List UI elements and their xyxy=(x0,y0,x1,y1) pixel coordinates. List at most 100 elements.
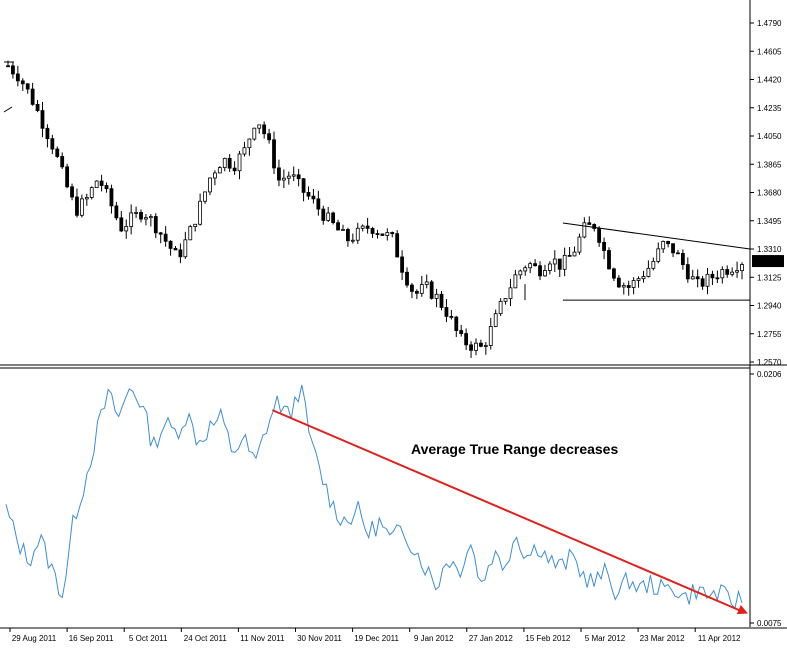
candle-body xyxy=(419,284,424,294)
candle-body xyxy=(469,344,473,351)
candle-body xyxy=(15,73,20,82)
candle-body xyxy=(193,223,198,228)
candle-body xyxy=(341,229,345,231)
candle-body xyxy=(25,83,30,90)
candle-body xyxy=(237,153,242,172)
trendline xyxy=(562,222,751,250)
candle-body xyxy=(217,167,222,174)
time-tick-label: 29 Aug 2011 xyxy=(12,634,57,643)
candle-body xyxy=(715,277,720,280)
candle-body xyxy=(139,212,143,220)
candle-body xyxy=(508,287,513,299)
candle-body xyxy=(631,280,636,288)
time-tick-label: 11 Nov 2011 xyxy=(240,634,285,643)
price-tick-label: 1.4420 xyxy=(757,76,782,85)
candle-body xyxy=(567,254,572,257)
candle-body xyxy=(720,269,725,279)
candle-body xyxy=(144,217,148,220)
candle-body xyxy=(740,264,744,272)
candle-body xyxy=(424,281,429,285)
candle-body xyxy=(725,269,730,275)
candle-body xyxy=(188,226,193,241)
price-tick-label: 1.4235 xyxy=(757,104,782,113)
candle-body xyxy=(661,241,666,250)
price-tick-label: 1.4605 xyxy=(757,47,782,56)
price-tick-label: 1.2570 xyxy=(757,358,782,367)
candle-body xyxy=(148,216,153,219)
time-tick-label: 27 Jan 2012 xyxy=(469,634,514,643)
candle-body xyxy=(89,187,94,198)
candle-body xyxy=(400,256,404,273)
candle-body xyxy=(528,263,533,269)
candle-body xyxy=(40,110,45,129)
candle-body xyxy=(6,65,10,68)
candle-body xyxy=(685,264,690,280)
candle-body xyxy=(247,138,252,149)
candle-body xyxy=(518,270,523,276)
candle-body xyxy=(277,167,281,181)
candle-body xyxy=(183,239,188,258)
candle-body xyxy=(222,157,227,168)
candle-body xyxy=(636,278,641,281)
candle-body xyxy=(602,241,606,251)
price-panel: 1.4790 1.4605 1.4420 1.4235 1.4050 1.3865 1.36… xyxy=(0,0,787,627)
candle-body xyxy=(316,198,321,210)
candle-body xyxy=(70,186,74,198)
candle-body xyxy=(291,174,296,177)
candle-body xyxy=(498,300,503,315)
time-tick-label: 30 Nov 2011 xyxy=(297,634,342,643)
candle-body xyxy=(557,258,562,270)
time-tick-label: 9 Jan 2012 xyxy=(414,634,454,643)
candle-body xyxy=(375,233,380,235)
price-tick-label: 1.3680 xyxy=(757,189,782,198)
atr-trend-arrow xyxy=(272,409,741,612)
candle-body xyxy=(730,271,735,275)
candle-body xyxy=(700,278,705,287)
candle-body xyxy=(326,212,331,221)
candle-body xyxy=(158,232,163,235)
price-tick-label: 1.4050 xyxy=(757,132,782,141)
candle-body xyxy=(587,222,592,225)
candle-body xyxy=(439,293,444,308)
candle-body xyxy=(597,228,602,243)
candle-body xyxy=(395,233,400,258)
candle-body xyxy=(523,267,528,272)
time-tick-label: 23 Mar 2012 xyxy=(640,634,685,643)
candle-body xyxy=(65,166,70,188)
candle-body xyxy=(543,270,547,277)
candle-body xyxy=(434,293,439,299)
candle-body xyxy=(360,225,365,229)
candle-body xyxy=(552,258,557,265)
candle-body xyxy=(582,222,587,238)
price-tick-label: 1.3125 xyxy=(757,273,782,282)
candle-body xyxy=(572,251,577,257)
candle-body xyxy=(503,298,508,302)
candle-body xyxy=(20,80,25,85)
candle-body xyxy=(232,167,237,172)
candle-body xyxy=(336,222,340,231)
time-tick-label: 19 Dec 2011 xyxy=(354,634,399,643)
candle-body xyxy=(55,148,60,157)
candle-body xyxy=(680,253,685,265)
candle-body xyxy=(479,342,483,347)
candle-body xyxy=(104,185,109,190)
candle-body xyxy=(178,249,183,258)
atr-panel: 0.0206 0.0075 xyxy=(5,370,782,628)
time-tick-label: 24 Oct 2011 xyxy=(184,634,228,643)
candle-body xyxy=(592,224,597,229)
price-tick-label: 1.3495 xyxy=(757,217,782,226)
candle-body xyxy=(75,196,79,216)
candle-body xyxy=(444,307,449,317)
candle-body xyxy=(350,239,355,242)
time-tick-label: 11 Apr 2012 xyxy=(698,634,741,643)
candle-body xyxy=(562,254,567,270)
current-price-label: 1.3231 xyxy=(755,257,780,266)
candle-body xyxy=(99,180,104,186)
candle-body xyxy=(346,229,350,242)
candle-body xyxy=(365,225,370,229)
atr-series-line xyxy=(5,384,743,610)
candle-body xyxy=(267,133,271,141)
candle-body xyxy=(488,326,493,346)
candle-body xyxy=(134,212,138,214)
